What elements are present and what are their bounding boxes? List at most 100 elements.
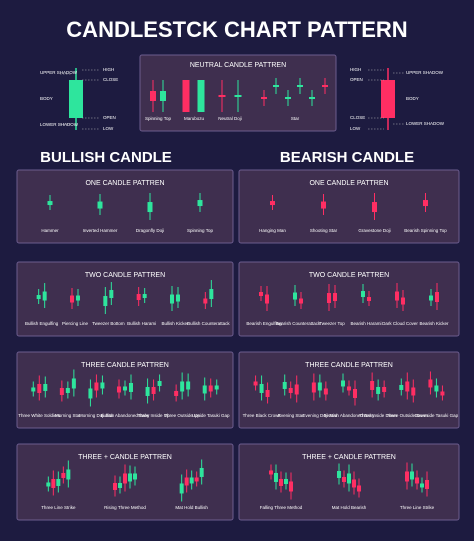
panel-title: TWO CANDLE PATTREN: [309, 272, 389, 279]
candle-body: [56, 478, 61, 486]
candle-body: [97, 201, 103, 209]
pattern-panel: [16, 169, 234, 244]
pattern-label: Hammer: [41, 228, 59, 233]
candle-body: [136, 294, 141, 301]
panel-title: THREE CANDLE PATTREN: [81, 362, 169, 369]
anatomy-label: UPPER SHADOW: [406, 70, 444, 75]
neutral-candles: Spinning Top Marubozu Neutral Doji Star: [145, 78, 328, 121]
anatomy-label: LOW: [350, 126, 361, 131]
candle-body: [353, 388, 357, 398]
pattern-label: Piercing Line: [62, 321, 89, 326]
panels: ONE CANDLE PATTREN Hammer Inverted Hammer D…: [16, 169, 460, 521]
candle-body: [142, 294, 147, 299]
anatomy-label: OPEN: [350, 77, 363, 82]
section-heading: BEARISH CANDLE: [280, 149, 414, 166]
candle-body: [214, 385, 219, 390]
candle-body: [321, 201, 326, 209]
anatomy-label: HIGH: [103, 67, 114, 72]
pattern-label: Mat Hold Bullish: [175, 505, 208, 510]
candle-body: [151, 386, 156, 394]
candle-body: [370, 380, 375, 390]
candle-body: [123, 473, 127, 484]
candle-body: [113, 482, 117, 490]
candle-body: [170, 294, 174, 304]
candle-body: [61, 472, 66, 478]
panel-title: THREE CANDLE PATTREN: [305, 362, 393, 369]
candle-body: [94, 382, 99, 391]
candle-body: [440, 391, 445, 396]
candle-body: [297, 85, 303, 87]
pattern-label: Spinning Top: [145, 116, 171, 121]
pattern-label: Bearish Spinning Top: [404, 228, 447, 233]
pattern-label: Upside Tasuki Gap: [192, 413, 230, 418]
anatomy-label: BODY: [406, 96, 419, 101]
candle-body: [218, 95, 226, 97]
candle-body: [42, 291, 47, 301]
candle-body: [347, 473, 351, 484]
pattern-label: Neutral Doji: [218, 116, 242, 121]
pattern-label: Dragonfly Doji: [136, 228, 164, 233]
pattern-label: Falling Three Method: [260, 505, 303, 510]
panel-title: ONE CANDLE PATTREN: [309, 180, 388, 187]
candle-body: [395, 291, 399, 301]
pattern-label: Inverted Hammer: [83, 228, 118, 233]
candle-body: [423, 200, 428, 207]
candle-body: [123, 386, 127, 391]
candle-body: [273, 85, 279, 87]
pattern-label: Three Black Crows: [243, 413, 282, 418]
candle-body: [157, 380, 162, 386]
candle-body: [253, 381, 258, 386]
anatomy-label: BODY: [40, 96, 53, 101]
anatomy-label: LOW: [103, 126, 114, 131]
anatomy-label: HIGH: [350, 67, 361, 72]
candle-body: [259, 292, 263, 297]
pattern-label: Three Inside Down: [359, 413, 397, 418]
pattern-label: Morning Doji Star: [79, 413, 114, 418]
candle-body: [66, 469, 71, 480]
candle-body: [36, 295, 41, 300]
anatomy-label: OPEN: [103, 115, 116, 120]
candle-body: [372, 202, 377, 213]
candle-body: [342, 476, 346, 482]
candle-body: [59, 387, 64, 395]
candle-body: [147, 202, 153, 213]
candle-body: [176, 294, 180, 302]
candle-body: [109, 290, 114, 299]
panel-title: NEUTRAL CANDLE PATTREN: [190, 62, 286, 69]
candle-body: [203, 298, 208, 304]
pattern-label: Marubozu: [184, 116, 205, 121]
pattern-label: Bullish Harami: [127, 321, 156, 326]
candle-body: [65, 387, 70, 393]
candle-body: [337, 470, 341, 478]
pattern-label: Shooting Star: [310, 228, 338, 233]
candle-body: [299, 298, 303, 304]
candle-body: [341, 380, 345, 387]
candle-body: [361, 291, 365, 298]
candle-body: [289, 481, 293, 492]
candle-body: [186, 381, 191, 390]
candle-body: [434, 385, 439, 392]
pattern-label: Three Line Strike: [41, 505, 76, 510]
pattern-label: Evening Doji Star: [302, 413, 337, 418]
pattern-panel: [238, 169, 460, 244]
candle-body: [46, 482, 51, 487]
pattern-label: Hanging Man: [259, 228, 286, 233]
pattern-label: Tweezer Top: [319, 321, 345, 326]
candle-body: [352, 479, 356, 488]
candle-body: [199, 467, 204, 477]
candle-body: [285, 97, 291, 99]
candle-body: [401, 297, 405, 305]
main-title: CANDLESTCK CHART PATTERN: [66, 17, 407, 42]
pattern-panel: [238, 261, 460, 337]
candle-body: [174, 390, 179, 396]
pattern-label: Bullish Kicker: [161, 321, 189, 326]
candle-body: [145, 386, 150, 396]
candle-body: [265, 294, 269, 304]
section-heading: BULLISH CANDLE: [40, 149, 172, 166]
pattern-label: Gravestone Doji: [358, 228, 390, 233]
candle-body: [270, 201, 275, 206]
candle-body: [293, 292, 297, 300]
pattern-label: Rising Three Method: [104, 505, 146, 510]
pattern-label: Bearish Counterattack: [276, 321, 321, 326]
